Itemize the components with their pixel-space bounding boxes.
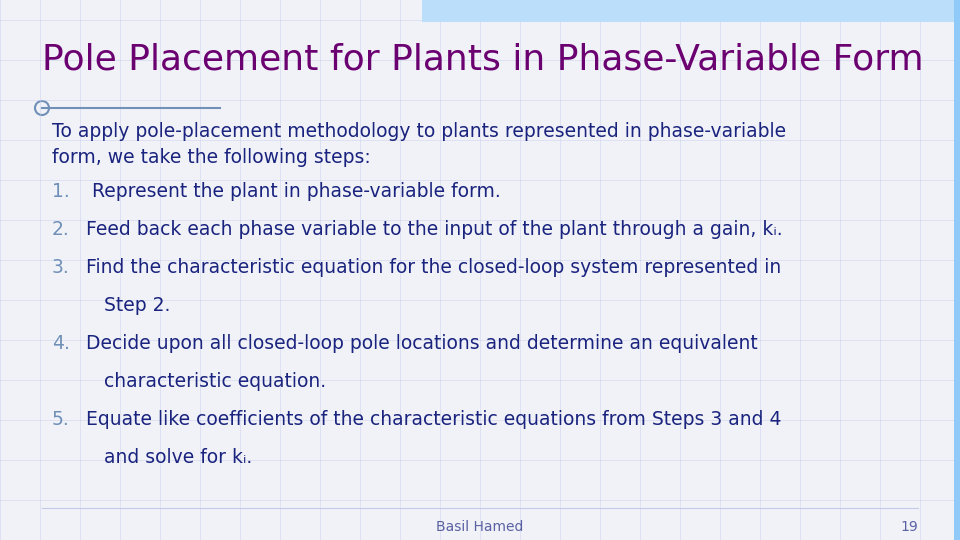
Text: 4.: 4. xyxy=(52,334,70,353)
Text: Equate like coefficients of the characteristic equations from Steps 3 and 4: Equate like coefficients of the characte… xyxy=(80,410,781,429)
Bar xyxy=(954,0,960,540)
Text: Represent the plant in phase-variable form.: Represent the plant in phase-variable fo… xyxy=(80,182,501,201)
Text: 19: 19 xyxy=(900,520,918,534)
Text: 3.: 3. xyxy=(52,258,70,277)
Text: and solve for kᵢ.: and solve for kᵢ. xyxy=(80,448,252,467)
Text: 1.: 1. xyxy=(52,182,70,201)
Text: Feed back each phase variable to the input of the plant through a gain, kᵢ.: Feed back each phase variable to the inp… xyxy=(80,220,782,239)
Text: characteristic equation.: characteristic equation. xyxy=(80,372,326,391)
Text: Pole Placement for Plants in Phase-Variable Form: Pole Placement for Plants in Phase-Varia… xyxy=(42,42,924,76)
Text: Find the characteristic equation for the closed-loop system represented in: Find the characteristic equation for the… xyxy=(80,258,781,277)
Text: 2.: 2. xyxy=(52,220,70,239)
Text: 5.: 5. xyxy=(52,410,70,429)
Text: form, we take the following steps:: form, we take the following steps: xyxy=(52,148,371,167)
Text: Step 2.: Step 2. xyxy=(80,296,170,315)
Bar xyxy=(422,0,960,22)
Text: Basil Hamed: Basil Hamed xyxy=(436,520,524,534)
Text: To apply pole-placement methodology to plants represented in phase-variable: To apply pole-placement methodology to p… xyxy=(52,122,786,141)
Text: Decide upon all closed-loop pole locations and determine an equivalent: Decide upon all closed-loop pole locatio… xyxy=(80,334,757,353)
